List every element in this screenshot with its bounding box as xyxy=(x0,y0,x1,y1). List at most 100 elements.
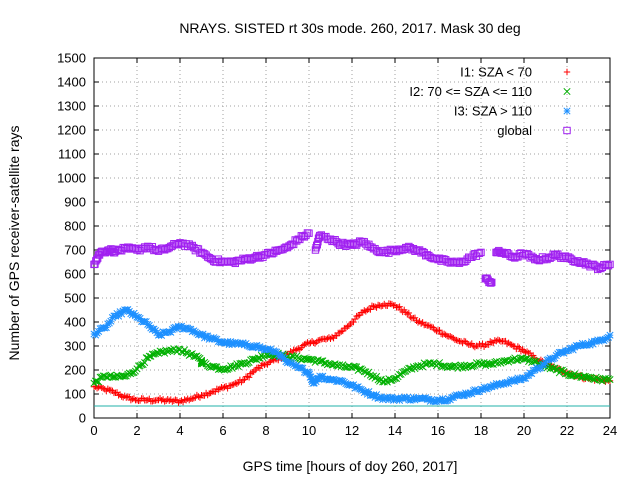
data-point xyxy=(317,357,325,365)
data-point xyxy=(108,373,116,381)
data-point xyxy=(181,396,188,403)
y-tick-label: 500 xyxy=(64,291,86,306)
data-point xyxy=(394,304,402,311)
data-point xyxy=(453,336,460,344)
chart-title: NRAYS. SISTED rt 30s mode. 260, 2017. Ma… xyxy=(179,20,520,36)
legend-marker xyxy=(563,87,571,96)
x-tick-label: 10 xyxy=(302,423,316,438)
y-tick-label: 1200 xyxy=(57,123,86,138)
data-point xyxy=(486,278,494,286)
data-point xyxy=(149,398,156,405)
x-tick-label: 6 xyxy=(219,423,226,438)
data-point xyxy=(606,331,614,339)
x-tick-label: 14 xyxy=(388,423,402,438)
data-point xyxy=(523,348,531,355)
data-point xyxy=(436,327,443,334)
data-point xyxy=(187,350,195,358)
data-point xyxy=(471,343,479,351)
series-2 xyxy=(90,345,614,387)
y-tick-label: 0 xyxy=(79,411,86,426)
y-tick-label: 900 xyxy=(64,195,86,210)
data-point xyxy=(475,249,484,257)
data-point xyxy=(118,393,125,400)
data-point xyxy=(487,279,495,287)
data-point xyxy=(338,328,345,335)
y-tick-label: 1500 xyxy=(57,51,86,66)
data-point xyxy=(148,350,156,358)
data-point xyxy=(129,395,136,403)
data-point xyxy=(316,336,323,344)
legend-label: global xyxy=(497,123,532,138)
data-point xyxy=(351,362,359,371)
y-tick-label: 700 xyxy=(64,243,86,258)
data-point xyxy=(604,262,613,270)
series-1 xyxy=(90,300,614,406)
data-point xyxy=(486,360,494,368)
data-point xyxy=(328,333,336,341)
data-point xyxy=(388,300,396,308)
data-point xyxy=(145,352,153,360)
data-point xyxy=(350,318,357,326)
data-point xyxy=(371,303,379,310)
series-3 xyxy=(90,306,614,406)
data-point xyxy=(311,246,320,254)
data-point xyxy=(606,260,614,269)
data-point xyxy=(244,373,251,380)
data-point xyxy=(245,374,253,381)
data-point xyxy=(141,359,149,367)
data-point xyxy=(121,372,129,380)
y-tick-label: 100 xyxy=(64,387,86,402)
data-point xyxy=(467,341,474,348)
data-point xyxy=(207,389,214,397)
data-point xyxy=(232,379,239,387)
data-point xyxy=(176,398,184,405)
x-tick-label: 2 xyxy=(133,423,140,438)
x-tick-label: 16 xyxy=(431,423,445,438)
data-point xyxy=(189,395,196,402)
data-point xyxy=(603,376,611,384)
data-point xyxy=(256,365,264,372)
data-point xyxy=(115,392,122,399)
data-point xyxy=(221,383,228,391)
series-layer xyxy=(90,229,614,406)
y-tick-label: 1300 xyxy=(57,99,86,114)
data-point xyxy=(422,321,429,329)
data-point xyxy=(516,344,523,352)
data-point xyxy=(310,339,317,346)
y-tick-label: 200 xyxy=(64,363,86,378)
data-point xyxy=(195,393,202,400)
data-point xyxy=(479,340,486,347)
data-point xyxy=(95,378,103,386)
data-point xyxy=(186,396,193,404)
data-point xyxy=(351,315,359,323)
series-4 xyxy=(90,229,614,287)
x-axis-label: GPS time [hours of doy 260, 2017] xyxy=(243,458,458,474)
y-tick-label: 1400 xyxy=(57,75,86,90)
data-point xyxy=(165,347,173,355)
data-point xyxy=(442,331,449,339)
data-point xyxy=(487,338,494,345)
data-point xyxy=(138,361,146,369)
data-point xyxy=(405,309,413,317)
data-point xyxy=(233,380,241,388)
data-point xyxy=(508,341,515,349)
data-point xyxy=(311,340,319,347)
data-point xyxy=(339,327,346,335)
data-point xyxy=(312,241,321,250)
data-point xyxy=(488,278,496,287)
legend: I1: SZA < 70 I2: 70 <= SZA <= 110 I3: SZA … xyxy=(409,65,571,138)
data-point xyxy=(123,394,130,401)
data-point xyxy=(216,365,224,373)
data-point xyxy=(119,372,127,380)
x-tick-label: 4 xyxy=(176,423,183,438)
data-point xyxy=(396,303,403,310)
y-tick-label: 1100 xyxy=(58,147,86,162)
data-point xyxy=(353,363,361,371)
data-point xyxy=(606,376,614,384)
legend-label: I3: SZA > 110 xyxy=(454,104,532,119)
axis-ticks: 0 2 4 6 8 10 12 14 16 18 20 22 240100200300400500600… xyxy=(57,51,617,439)
data-point xyxy=(425,322,432,329)
data-point xyxy=(368,302,376,309)
